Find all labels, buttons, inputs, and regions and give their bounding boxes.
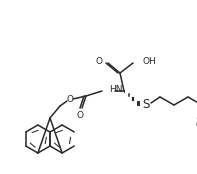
Text: O: O	[67, 96, 73, 105]
Text: S: S	[142, 98, 150, 112]
Text: O: O	[195, 121, 197, 130]
Text: HN: HN	[109, 85, 123, 94]
Text: O: O	[76, 110, 84, 120]
Text: O: O	[96, 57, 103, 65]
Text: OH: OH	[143, 57, 157, 66]
